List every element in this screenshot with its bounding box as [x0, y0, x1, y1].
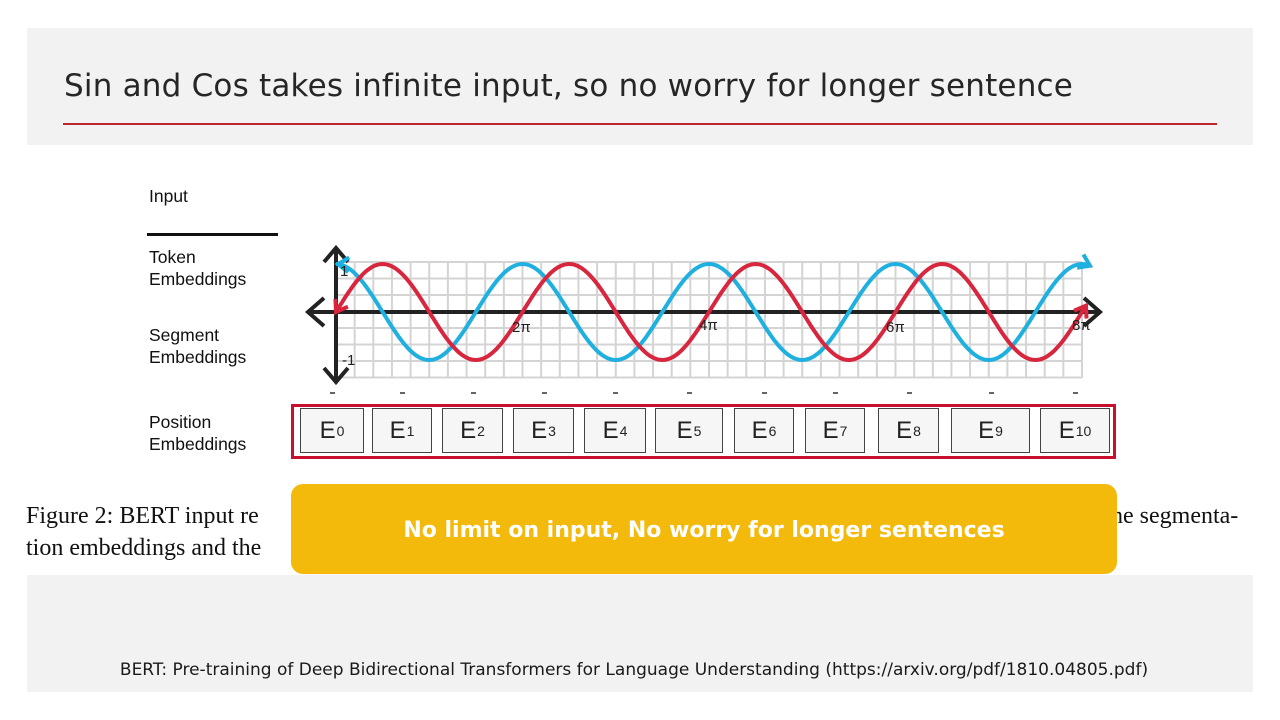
- title-band: [27, 28, 1253, 145]
- position-embedding-index: 0: [336, 422, 345, 439]
- x-tick-label-8pi: 8π: [1072, 317, 1091, 334]
- x-tick-label-6pi: 6π: [886, 319, 905, 336]
- x-tick-label-4pi: 4π: [699, 317, 718, 334]
- cos-curve: [335, 261, 1091, 363]
- token-separator-dash: [687, 392, 692, 394]
- y-tick-label-bottom: -1: [342, 352, 355, 369]
- row-label-token-line2: Embeddings: [149, 269, 247, 289]
- cos-curve-arrowhead: [1076, 253, 1094, 270]
- position-embedding-cell: E 10: [1040, 408, 1110, 453]
- token-separator-dash: [906, 392, 912, 394]
- figure-caption-line1: Figure 2: BERT input re: [26, 503, 259, 529]
- token-separator-dash: [613, 392, 618, 394]
- position-embedding-label: E: [676, 416, 693, 444]
- position-embedding-index: 10: [1075, 422, 1092, 439]
- row-label-token-line1: Token: [149, 247, 196, 267]
- position-embedding-label: E: [389, 416, 406, 444]
- callout-text: No limit on input, No worry for longer s…: [403, 517, 1005, 543]
- figure-caption-line2: tion embeddings and the: [26, 535, 262, 561]
- position-embedding-index: 2: [477, 422, 485, 439]
- row-label-position-line1: Position: [149, 412, 212, 432]
- position-embedding-label: E: [1058, 416, 1075, 444]
- citation-text: BERT: Pre-training of Deep Bidirectional…: [119, 660, 1149, 680]
- position-embedding-index: 1: [406, 422, 415, 439]
- sin-curve-start-arrowhead: [333, 298, 349, 316]
- sin-curve: [334, 261, 1088, 363]
- position-embedding-label: E: [319, 416, 336, 444]
- position-embedding-label: E: [751, 416, 768, 444]
- position-embedding-index: 4: [619, 422, 628, 439]
- token-separator-dash: [541, 392, 547, 394]
- y-tick-label-top: 1: [340, 263, 348, 280]
- y-axis: [322, 244, 350, 386]
- position-embedding-index: 9: [995, 422, 1003, 439]
- token-separator-dash: [988, 392, 994, 394]
- x-tick-label-2pi: 2π: [512, 319, 531, 336]
- token-separator-dash: [833, 392, 838, 394]
- position-embedding-index: 6: [768, 422, 777, 439]
- position-embedding-label: E: [978, 416, 995, 444]
- row-label-segment-line2: Embeddings: [149, 347, 247, 367]
- footer-band: [27, 575, 1253, 692]
- figure-caption-line1-end: he segmenta-: [1111, 503, 1239, 529]
- token-separator-dash: [400, 392, 405, 394]
- token-separator-dash: [1073, 392, 1078, 394]
- input-rule: [147, 233, 278, 236]
- x-axis: [304, 296, 1104, 328]
- token-separator-dash: [470, 392, 476, 394]
- position-embedding-label: E: [822, 416, 839, 444]
- position-embedding-label: E: [896, 416, 913, 444]
- position-embedding-label: E: [602, 416, 619, 444]
- callout-banner: No limit on input, No worry for longer s…: [291, 484, 1117, 574]
- position-embedding-label: E: [531, 416, 548, 444]
- token-separator-dash: [762, 392, 767, 394]
- row-label-position-line2: Embeddings: [149, 434, 247, 454]
- token-separator-dash: [330, 392, 335, 394]
- position-embedding-index: 3: [548, 422, 556, 439]
- position-embedding-index: 7: [839, 422, 848, 439]
- position-embedding-label: E: [460, 416, 477, 444]
- sin-curve-arrowhead: [1073, 302, 1089, 319]
- cos-curve-start-arrowhead: [334, 255, 351, 274]
- title-underline: [63, 123, 1217, 125]
- sine-cosine-diagram: 1 -1 2π 4π 6π 8π: [304, 244, 1104, 386]
- row-label-input: Input: [149, 186, 188, 206]
- slide-title: Sin and Cos takes infinite input, so no …: [64, 68, 1074, 104]
- position-embedding-index: 5: [693, 422, 702, 439]
- position-embedding-index: 8: [913, 422, 921, 439]
- row-label-segment-line1: Segment: [149, 325, 220, 345]
